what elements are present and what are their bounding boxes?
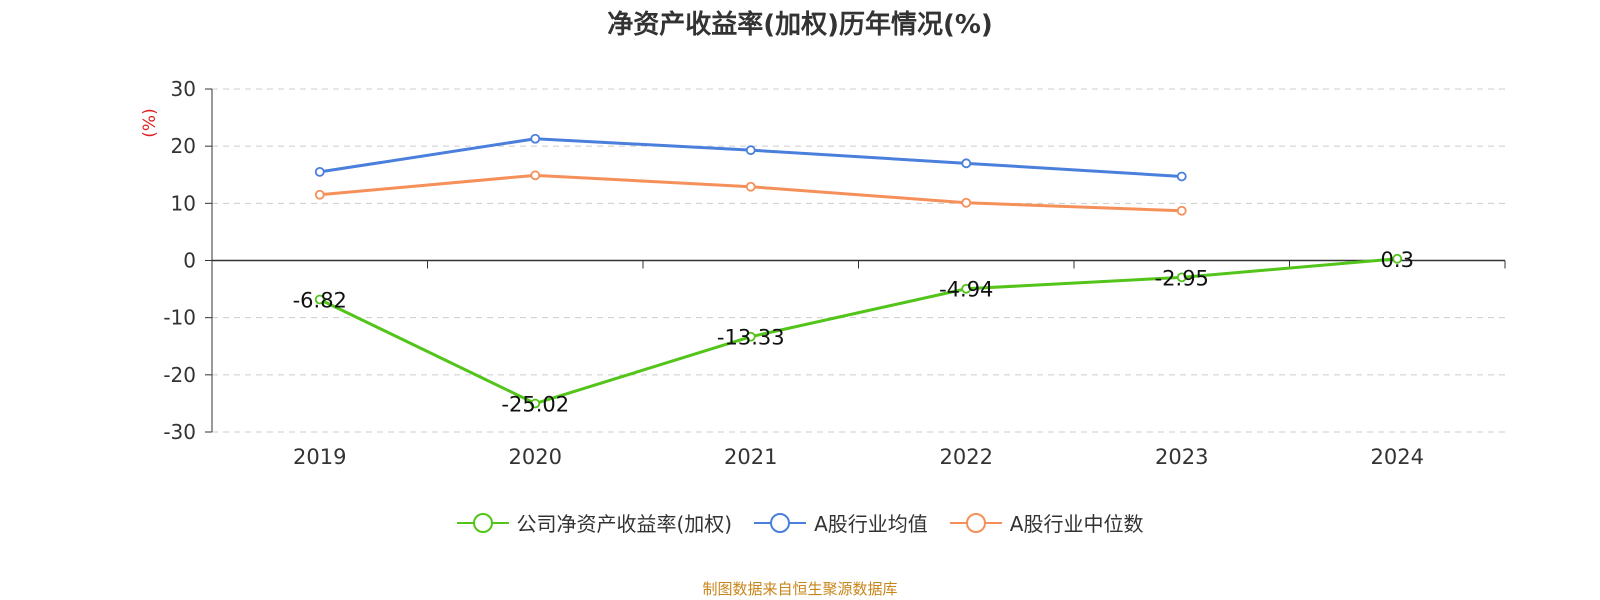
y-tick-label: -30 (163, 420, 196, 444)
legend-label: A股行业中位数 (1009, 512, 1144, 536)
data-point (745, 181, 756, 192)
y-axis-label: (%) (140, 108, 160, 137)
legend-label: 公司净资产收益率(加权) (516, 512, 733, 536)
legend: 公司净资产收益率(加权) A股行业均值 A股行业中位数 (0, 508, 1600, 537)
legend-line-circle-icon (754, 512, 807, 533)
legend-item[interactable]: 公司净资产收益率(加权) (456, 508, 733, 537)
data-point (745, 145, 756, 156)
x-tick-label: 2024 (1371, 445, 1424, 469)
data-point (530, 398, 541, 409)
y-tick-label: -10 (163, 306, 196, 330)
data-point (961, 158, 972, 169)
legend-line-circle-icon (949, 512, 1002, 533)
data-label: -4.94 (939, 278, 993, 302)
data-point (530, 170, 541, 181)
data-point (1392, 253, 1403, 264)
x-tick-label: 2022 (940, 445, 993, 469)
data-label: -25.02 (501, 393, 569, 417)
data-point (1176, 205, 1187, 216)
series-line (319, 137, 1182, 178)
legend-item[interactable]: A股行业中位数 (949, 508, 1144, 537)
x-tick-label: 2019 (293, 445, 346, 469)
y-tick-label: 10 (171, 191, 196, 215)
y-tick-label: -20 (163, 363, 196, 387)
legend-line-circle-icon (456, 512, 509, 533)
data-point (961, 197, 972, 208)
data-source-note: 制图数据来自恒生聚源数据库 (702, 580, 898, 598)
x-tick-label: 2021 (724, 445, 777, 469)
y-tick-label: 20 (171, 134, 196, 158)
data-point (1176, 272, 1187, 283)
legend-item[interactable]: A股行业均值 (754, 508, 928, 537)
data-point (314, 189, 325, 200)
data-point (745, 331, 756, 342)
chart-title: 净资产收益率(加权)历年情况(%) (607, 10, 993, 40)
data-point (314, 294, 325, 305)
legend-label: A股行业均值 (814, 512, 928, 536)
data-label: -2.95 (1155, 266, 1209, 290)
x-tick-label: 2023 (1155, 445, 1208, 469)
x-tick-label: 2020 (509, 445, 562, 469)
series-line (319, 173, 1182, 213)
data-point (530, 133, 541, 144)
data-label: -6.82 (293, 288, 347, 312)
y-tick-label: 30 (171, 77, 196, 101)
data-point (961, 283, 972, 294)
data-label: -13.33 (717, 326, 785, 350)
data-point (1176, 171, 1187, 182)
series-line (319, 257, 1398, 406)
y-tick-label: 0 (183, 249, 196, 273)
data-label: 0.3 (1381, 248, 1414, 272)
data-point (314, 166, 325, 177)
